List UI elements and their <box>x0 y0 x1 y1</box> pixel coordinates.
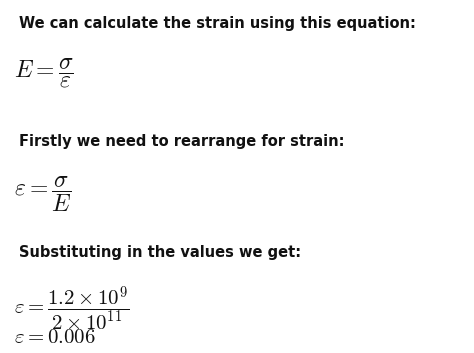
Text: $E = \dfrac{\sigma}{\varepsilon}$: $E = \dfrac{\sigma}{\varepsilon}$ <box>14 56 74 90</box>
Text: $\varepsilon = 0.006$: $\varepsilon = 0.006$ <box>14 328 96 347</box>
Text: Substituting in the values we get:: Substituting in the values we get: <box>19 245 301 260</box>
Text: Firstly we need to rearrange for strain:: Firstly we need to rearrange for strain: <box>19 134 345 149</box>
Text: We can calculate the strain using this equation:: We can calculate the strain using this e… <box>19 16 416 31</box>
Text: $\varepsilon = \dfrac{\sigma}{E}$: $\varepsilon = \dfrac{\sigma}{E}$ <box>14 175 72 214</box>
Text: $\varepsilon = \dfrac{1.2 \times 10^{9}}{2 \times 10^{11}}$: $\varepsilon = \dfrac{1.2 \times 10^{9}}… <box>14 284 130 333</box>
